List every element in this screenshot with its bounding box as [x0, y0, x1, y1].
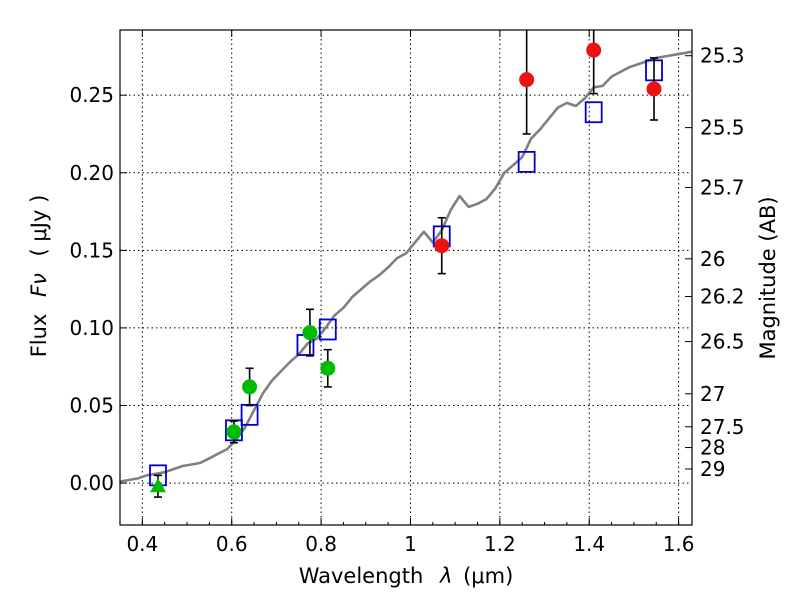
nir-data-point [519, 72, 535, 88]
x-tick-label: 0.6 [216, 532, 248, 556]
optical-limit-triangle [149, 478, 166, 493]
model-sed-curve [120, 50, 692, 483]
y-tick-label: 0.00 [69, 471, 114, 495]
model-photometry-square [517, 150, 536, 173]
y-tick-label: 0.25 [69, 83, 114, 107]
x-axis-unit: (μm) [463, 564, 513, 588]
model-photometry-square [318, 318, 337, 341]
magnitude-tick-label: 26.5 [700, 330, 745, 354]
x-axis-label: Wavelength [299, 564, 424, 588]
grid [120, 30, 692, 525]
x-tick-label: 0.8 [305, 532, 337, 556]
x-tick-label: 1 [404, 532, 417, 556]
magnitude-tick-label: 27 [700, 382, 725, 406]
y-tick-label: 0.15 [69, 238, 114, 262]
optical-data-point [302, 325, 318, 341]
nir-data-point [434, 238, 450, 254]
optical-data-point [242, 379, 258, 395]
magnitude-tick-label: 26 [700, 247, 725, 271]
y-axis-unit: ( μJy ) [27, 195, 51, 257]
plot-background [120, 30, 692, 525]
x-axis-title: Wavelength λ (μm) [299, 564, 514, 588]
magnitude-tick-label: 25.5 [700, 116, 745, 140]
plot-frame [119, 29, 693, 526]
magnitude-tick-label: 25.7 [700, 175, 745, 199]
x-axis-symbol: λ [439, 564, 452, 588]
y-axis-title: Flux Fν ( μJy ) [27, 195, 51, 358]
optical-data-point [320, 360, 336, 376]
x-tick-label: 1.4 [573, 532, 605, 556]
nir-data-point [586, 42, 602, 58]
y-tick-label: 0.20 [69, 161, 114, 185]
magnitude-tick-label: 29 [700, 457, 725, 481]
x-tick-label: 1.2 [484, 532, 516, 556]
y-axis-label: Flux [27, 314, 51, 358]
magnitude-tick-label: 26.2 [700, 285, 745, 309]
model-photometry-square [584, 101, 603, 124]
y-axis-symbol: Fν [27, 273, 51, 297]
data-layer [120, 30, 692, 498]
magnitude-tick-label: 25.3 [700, 44, 745, 68]
y-tick-label: 0.05 [69, 394, 114, 418]
magnitude-tick-label: 28 [700, 436, 725, 460]
x-tick-label: 1.6 [663, 532, 695, 556]
magnitude-axis-title: Magnitude (AB) [756, 196, 780, 359]
magnitude-tick-label: 27.5 [700, 415, 745, 439]
optical-data-point [226, 424, 242, 440]
nir-data-point [646, 81, 662, 97]
axes: 0.4 0.6 0.8 1 1.2 1.4 1.6 0.00 0.05 0.10 0.15 0.20 0… [69, 30, 745, 556]
x-tick-label: 0.4 [126, 532, 158, 556]
y-tick-label: 0.10 [69, 316, 114, 340]
